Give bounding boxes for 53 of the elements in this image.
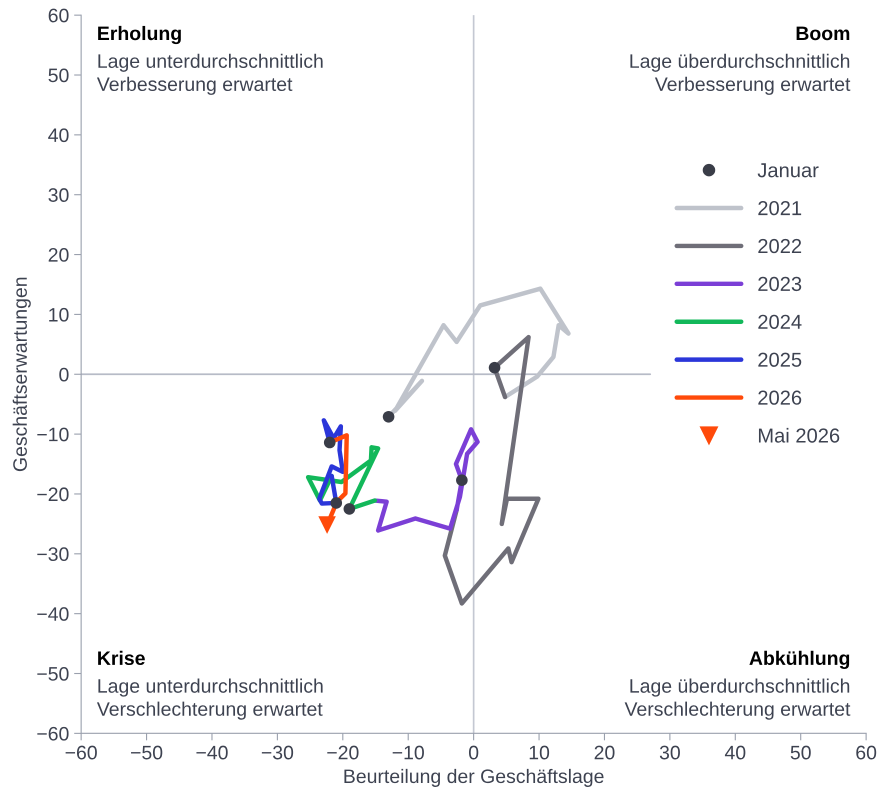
point [344,503,356,515]
y-tick-label: −10 [37,428,69,442]
y-axis-title: Geschäftserwartungen [12,278,31,472]
legend-label: 2023 [758,276,802,292]
point [456,474,468,486]
y-tick-label: 20 [48,248,69,262]
line-series [442,334,541,606]
x-tick-label: −60 [66,746,97,760]
y-tick-label: −50 [37,666,69,681]
annotation: Krise [98,650,145,666]
y-tick-label: 0 [59,368,69,382]
y-tick-label: −40 [37,607,69,621]
y-tick-label: 30 [48,188,69,202]
legend-label: 2021 [758,201,802,216]
x-tick-label: −10 [392,746,424,760]
point [488,362,500,374]
annotation: Lage unterdurchschnittlich Verschlechterung erwartet [96,678,323,720]
legend-label: 2025 [758,352,802,367]
x-tick-label: 40 [724,746,746,760]
y-tick-label: −20 [37,487,69,502]
x-tick-label: −30 [262,746,294,760]
x-tick-label: 10 [530,746,550,760]
y-tick-label: −30 [37,547,69,562]
line-series [372,427,480,533]
x-tick-label: −40 [196,746,228,760]
x-tick-label: 30 [660,746,680,760]
annotation: Erholung [98,26,181,44]
y-tick-label: 10 [49,308,69,322]
legend-label: Januar [758,163,819,178]
y-tick-label: 50 [48,68,69,82]
y-tick-label: 60 [48,8,69,22]
y-tick-label: 40 [48,128,69,142]
point [324,436,336,448]
y-tick-label: −60 [37,726,69,741]
legend-label: 2026 [758,390,802,405]
annotation: Boom [796,26,850,40]
x-tick-label: 20 [594,746,615,760]
x-tick-label: 0 [468,746,478,760]
x-tick-label: −50 [131,746,162,760]
annotation: Lage unterdurchschnittlich Verbesserung erwartet [96,54,323,95]
legend-label: 2022 [758,238,802,254]
x-tick-label: 50 [790,746,811,760]
x-axis-title: Beurteilung der Geschäftslage [344,768,604,787]
annotation: Abkühlung [749,650,850,669]
annotation: Lage überdurchschnittlich Verschlechterung erwartet [624,678,850,720]
x-tick-label: 60 [856,746,876,760]
point [330,497,342,509]
x-tick-label: −20 [327,746,359,760]
legend-label: 2024 [758,314,802,329]
legend-label: Mai 2026 [758,428,840,443]
point [318,516,336,534]
annotation: Lage überdurchschnittlich Verbesserung erwartet [630,54,850,95]
point [382,410,394,423]
